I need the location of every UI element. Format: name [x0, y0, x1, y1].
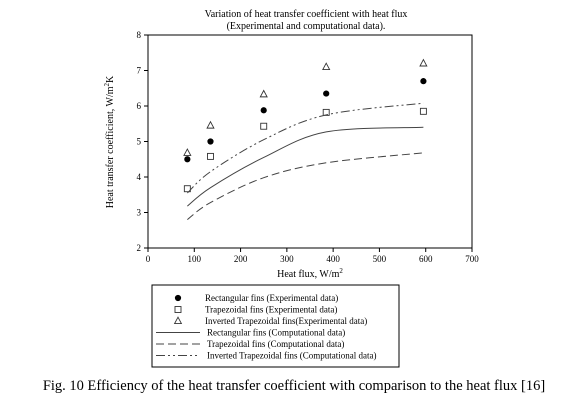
data-point [322, 62, 331, 71]
legend-label: Inverted Trapezoidal fins(Experimental d… [205, 316, 367, 326]
x-tick-label: 200 [234, 254, 248, 264]
data-point [260, 122, 268, 130]
series-4 [187, 152, 424, 221]
x-tick-label: 100 [188, 254, 202, 264]
y-tick-label: 7 [137, 66, 142, 76]
y-tick-label: 4 [137, 172, 142, 182]
data-point [184, 156, 191, 163]
legend-label: Rectangular fins (Computational data) [207, 328, 345, 338]
data-point [260, 107, 267, 114]
plot-frame [147, 34, 473, 249]
series-1 [183, 107, 427, 193]
data-point [183, 185, 191, 193]
legend-item: Trapezoidal fins (Experimental data) [174, 305, 337, 315]
x-axis-label: Heat flux, W/m2 [277, 267, 343, 280]
data-point [419, 107, 427, 115]
legend-swatch [174, 294, 182, 302]
series-line [187, 152, 424, 221]
x-tick-label: 400 [326, 254, 340, 264]
x-tick-label: 500 [373, 254, 387, 264]
legend-label: Trapezoidal fins (Experimental data) [205, 305, 337, 315]
chart-subtitle: (Experimental and computational data). [227, 21, 386, 32]
chart-title: Variation of heat transfer coefficient w… [205, 9, 408, 20]
legend-box [151, 284, 400, 368]
legend-label: Inverted Trapezoidal fins (Computational… [207, 351, 376, 361]
x-tick-label: 600 [419, 254, 433, 264]
legend-item: Inverted Trapezoidal fins(Experimental d… [173, 316, 367, 326]
series-layer [183, 58, 428, 221]
legend-label: Trapezoidal fins (Computational data) [207, 339, 344, 349]
y-axis: 2 3 4 5 6 7 8 [137, 30, 148, 253]
legend-swatch [173, 316, 183, 325]
y-tick-label: 5 [137, 137, 142, 147]
series-line [187, 126, 424, 207]
series-0 [184, 78, 427, 163]
series-line [187, 102, 424, 194]
x-tick-label: 0 [146, 254, 151, 264]
legend-item: Trapezoidal fins (Computational data) [156, 339, 344, 349]
data-point [207, 152, 214, 160]
data-point [183, 148, 192, 156]
x-tick-label: 300 [280, 254, 294, 264]
legend-item: Rectangular fins (Computational data) [156, 328, 345, 338]
y-axis-label: Heat transfer coefficient, W/m2K [103, 75, 116, 208]
plot-area [147, 34, 473, 249]
legend-swatch [174, 306, 182, 313]
figure-caption: Fig. 10 Efficiency of the heat transfer … [42, 378, 546, 394]
data-point [206, 120, 215, 129]
x-tick-label: 700 [465, 254, 479, 264]
series-5 [187, 102, 424, 194]
data-point [207, 138, 214, 145]
series-2 [183, 58, 428, 156]
legend-item: Rectangular fins (Experimental data) [174, 293, 338, 303]
legend-item: Inverted Trapezoidal fins (Computational… [156, 351, 376, 361]
data-point [323, 90, 330, 97]
series-3 [187, 126, 424, 207]
data-point [420, 78, 427, 85]
data-point [322, 108, 330, 116]
x-axis: 0 100 200 300 400 500 600 700 [146, 248, 479, 264]
y-tick-label: 6 [137, 101, 142, 111]
legend-label: Rectangular fins (Experimental data) [205, 293, 338, 303]
y-tick-label: 8 [137, 30, 142, 40]
data-point [259, 89, 268, 98]
legend: Rectangular fins (Experimental data) Trap… [151, 284, 400, 368]
y-tick-label: 3 [137, 208, 142, 218]
data-point [419, 58, 428, 67]
y-tick-label: 2 [137, 243, 142, 253]
